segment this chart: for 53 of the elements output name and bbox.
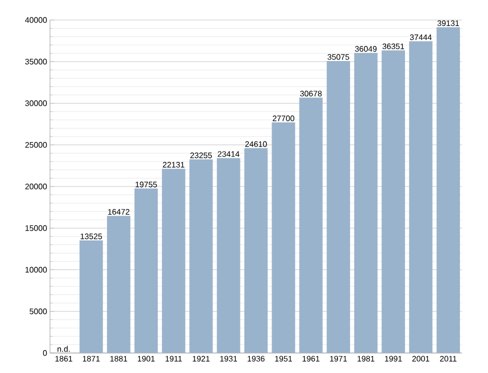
- y-tick-label: 40000: [25, 17, 47, 23]
- x-tick-label: 1971: [330, 356, 347, 362]
- x-tick-label: 1931: [220, 356, 238, 362]
- y-tick-label: 30000: [25, 100, 47, 106]
- bar: [244, 148, 268, 354]
- bar: [106, 216, 130, 354]
- data-label: 23255: [190, 152, 212, 158]
- data-label: 22131: [162, 162, 184, 168]
- x-tick-label: 2011: [440, 356, 456, 362]
- bar: [354, 52, 378, 354]
- bar: [382, 50, 406, 354]
- data-label: 24610: [245, 141, 267, 147]
- bar: [162, 168, 186, 354]
- y-tick-label: 35000: [25, 58, 47, 64]
- x-tick-label: 1991: [385, 356, 402, 362]
- bar: [299, 98, 323, 354]
- text: n.d.: [58, 346, 70, 352]
- x-tick-label: 1901: [138, 356, 155, 362]
- bar: [189, 159, 213, 354]
- x-tick-label: 1871: [82, 356, 100, 362]
- bar: [216, 158, 240, 354]
- bar: [326, 61, 350, 354]
- data-label: 13525: [80, 234, 102, 240]
- data-label: 35075: [328, 54, 350, 60]
- bar: [409, 41, 432, 354]
- data-label: 23414: [218, 151, 240, 157]
- y-tick-label: 10000: [26, 266, 47, 273]
- y-tick-label: 15000: [26, 225, 47, 231]
- data-label: 37444: [410, 34, 432, 40]
- data-label: 19755: [136, 182, 157, 188]
- x-tick-label: 1961: [302, 356, 320, 362]
- data-label: 36049: [355, 46, 377, 52]
- x-tick-label: 1981: [358, 356, 374, 362]
- x-tick-label: 1911: [166, 356, 182, 362]
- bar: [134, 188, 158, 354]
- data-label: 16472: [108, 209, 130, 215]
- data-label: 36351: [382, 44, 404, 50]
- data-label: 27700: [272, 116, 294, 122]
- y-tick-label: 0: [43, 350, 47, 356]
- bar: [272, 122, 296, 354]
- bar: [436, 27, 460, 354]
- data-label: 39131: [437, 20, 459, 26]
- bar: [80, 240, 103, 354]
- y-tick-label: 25000: [25, 142, 47, 148]
- x-tick-label: 1921: [192, 356, 210, 362]
- x-tick-label: 1861: [55, 356, 72, 362]
- data-label: 30678: [300, 90, 322, 96]
- y-tick-label: 20000: [25, 184, 47, 190]
- x-tick-label: 1951: [275, 356, 292, 362]
- x-tick-label: 1936: [248, 356, 265, 362]
- x-tick-label: 1881: [110, 356, 128, 362]
- y-tick-label: 5000: [30, 308, 47, 314]
- x-tick-label: 2001: [412, 356, 430, 362]
